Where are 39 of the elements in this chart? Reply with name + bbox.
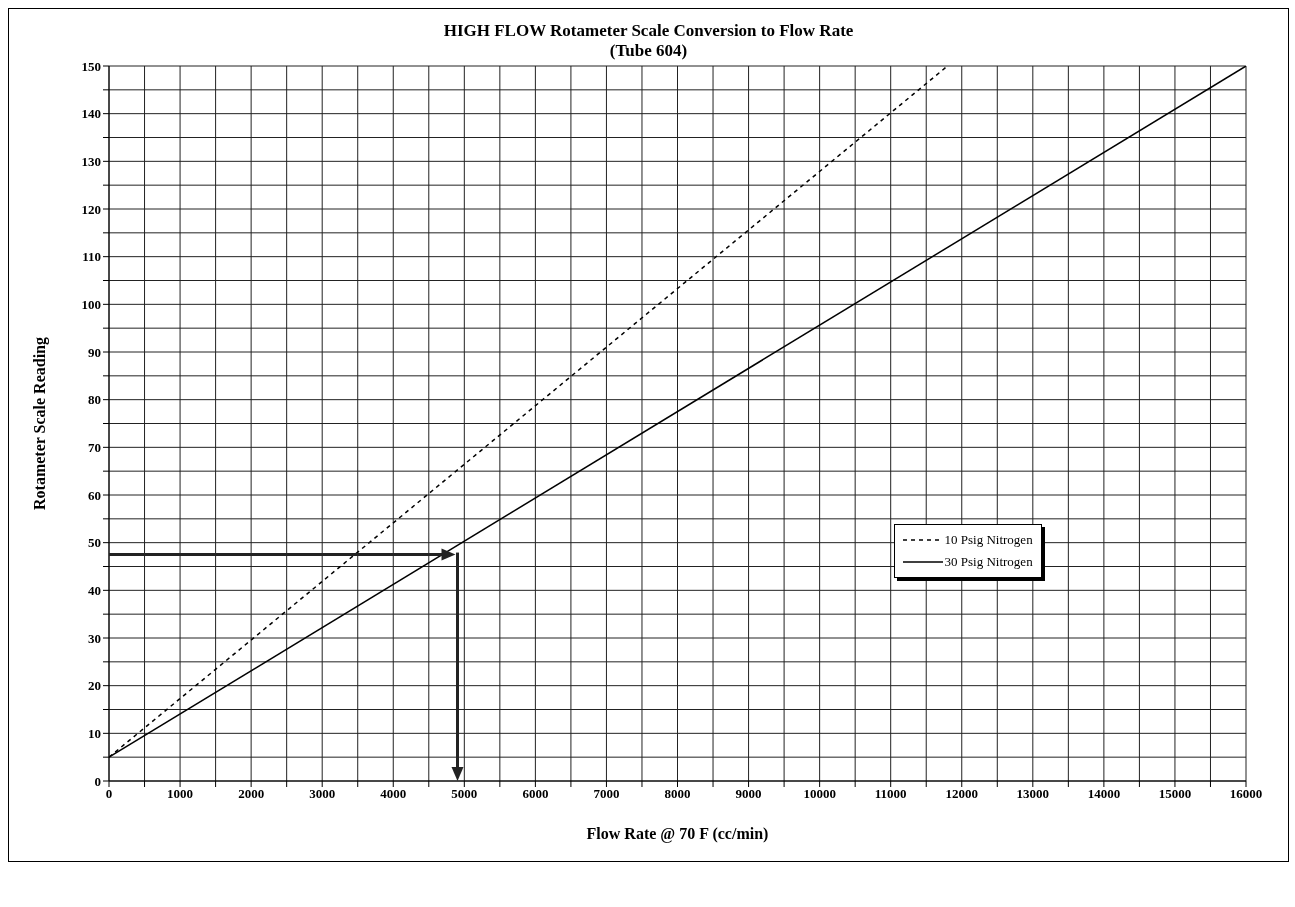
y-tick-label: 80 <box>88 392 101 408</box>
y-tick-label: 120 <box>81 201 101 217</box>
y-tick-label: 140 <box>81 106 101 122</box>
x-tick-label: 5000 <box>451 786 478 802</box>
y-tick-label: 70 <box>88 439 101 455</box>
legend-label: 10 Psig Nitrogen <box>944 531 1033 548</box>
legend-label: 30 Psig Nitrogen <box>944 553 1033 570</box>
y-tick-label: 90 <box>88 344 101 360</box>
y-tick-label: 50 <box>88 535 101 551</box>
x-tick-label: 12000 <box>945 786 978 802</box>
y-tick-label: 100 <box>81 296 101 312</box>
x-tick-label: 10000 <box>803 786 836 802</box>
y-tick-label: 0 <box>94 773 101 789</box>
x-tick-label: 6000 <box>522 786 549 802</box>
y-tick-label: 150 <box>81 58 101 74</box>
y-tick-label: 60 <box>88 487 101 503</box>
chart-title: HIGH FLOW Rotameter Scale Conversion to Flow Rate <box>442 20 855 41</box>
y-tick-label: 130 <box>81 153 101 169</box>
x-axis-title: Flow Rate @ 70 F (cc/min) <box>586 825 769 843</box>
x-tick-label: 1000 <box>167 786 194 802</box>
x-tick-label: 15000 <box>1158 786 1192 802</box>
y-tick-label: 40 <box>88 582 101 598</box>
y-axis-title: Rotameter Scale Reading <box>30 337 49 510</box>
x-tick-label: 8000 <box>664 786 691 802</box>
x-tick-label: 16000 <box>1229 786 1263 802</box>
x-tick-label: 7000 <box>593 786 620 802</box>
x-tick-label: 13000 <box>1016 786 1050 802</box>
y-tick-label: 10 <box>88 725 101 741</box>
x-tick-label: 9000 <box>735 786 762 802</box>
y-tick-label: 20 <box>88 678 101 694</box>
y-tick-label: 30 <box>88 630 101 646</box>
x-tick-label: 11000 <box>874 786 907 802</box>
x-tick-label: 4000 <box>380 786 407 802</box>
chart-subtitle: (Tube 604) <box>609 41 688 60</box>
x-tick-label: 0 <box>105 786 113 802</box>
y-tick-label: 110 <box>82 249 101 265</box>
x-tick-label: 14000 <box>1087 786 1121 802</box>
x-tick-label: 3000 <box>309 786 336 802</box>
x-tick-label: 2000 <box>238 786 265 802</box>
